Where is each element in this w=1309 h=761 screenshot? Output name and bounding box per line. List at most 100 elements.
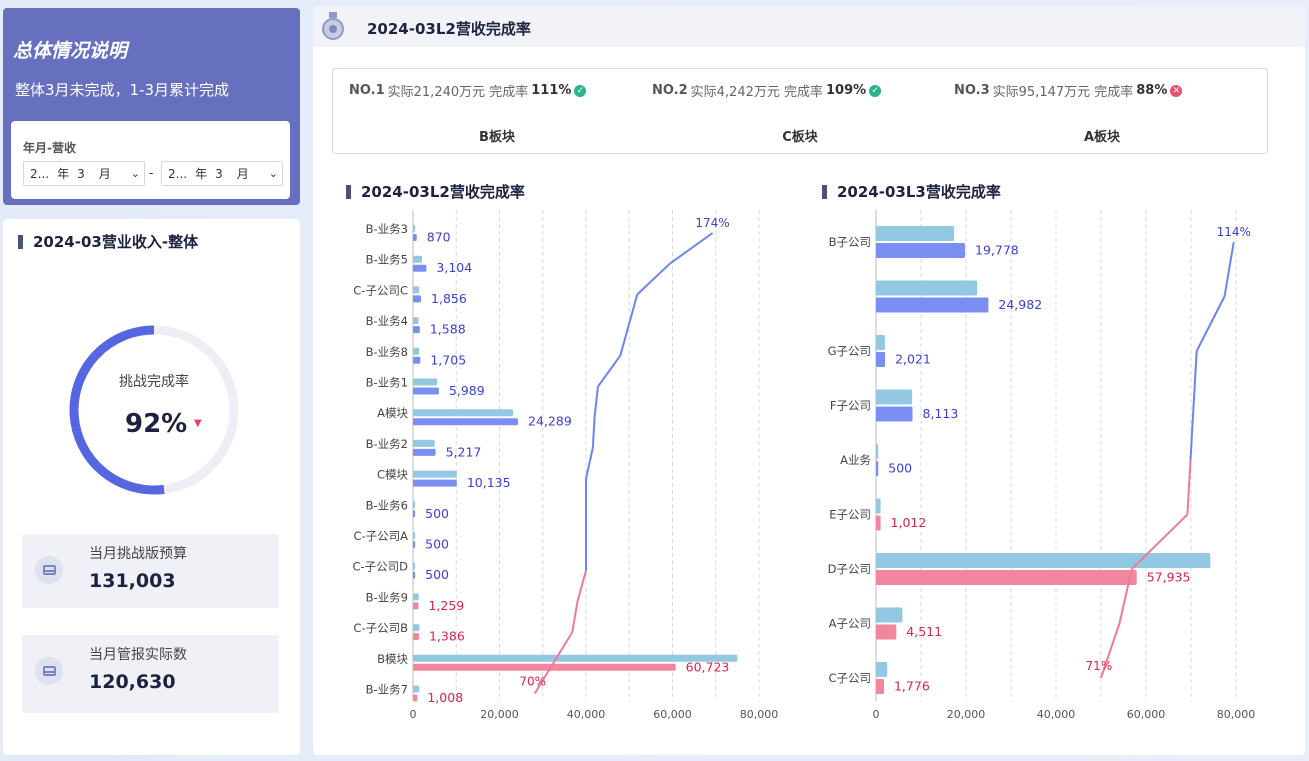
budget-bar bbox=[413, 532, 416, 539]
budget-bar bbox=[413, 286, 420, 294]
budget-bar bbox=[876, 662, 888, 677]
category-label: B-业务2 bbox=[366, 437, 408, 451]
completion-rate-line-segment bbox=[1131, 513, 1189, 570]
max-rate-label: 174% bbox=[695, 216, 729, 230]
chart-title: 2024-03L2营收完成率 bbox=[361, 183, 525, 201]
budget-bar bbox=[876, 498, 881, 514]
kpi-label: 当月管报实际数 bbox=[89, 647, 187, 663]
gauge-value: 92% bbox=[125, 409, 188, 439]
actual-value-label: 4,511 bbox=[906, 624, 942, 639]
actual-value-label: 24,982 bbox=[998, 297, 1042, 312]
completion-rate-line-segment bbox=[1192, 350, 1198, 406]
category-label: A模块 bbox=[377, 406, 408, 420]
budget-bar bbox=[413, 378, 438, 386]
category-label: B-业务5 bbox=[366, 253, 408, 267]
actual-value-label: 10,135 bbox=[467, 475, 511, 490]
rank-no: NO.1 bbox=[349, 83, 385, 98]
summary-panel: 总体情况说明 整体3月未完成，1-3月累计完成 年月-营收 2... 年 3 月… bbox=[3, 8, 300, 205]
actual-value-label: 57,935 bbox=[1147, 570, 1191, 585]
kpi-value: 131,003 bbox=[89, 570, 176, 592]
actual-value-label: 870 bbox=[427, 230, 451, 245]
completion-rate-line-segment bbox=[1195, 296, 1226, 352]
main-header: 2024-03L2营收完成率 bbox=[313, 6, 1305, 47]
category-label: A子公司 bbox=[829, 617, 871, 631]
check-circle-icon: ✓ bbox=[574, 84, 587, 97]
rank-item-1: NO.1 实际21,240万元 完成率 111% ✓ bbox=[349, 81, 587, 100]
actual-bar bbox=[413, 295, 422, 303]
gauge-fill bbox=[69, 325, 165, 495]
summary-title: 总体情况说明 bbox=[13, 40, 128, 62]
completion-rate-line-segment bbox=[627, 294, 639, 326]
budget-bar bbox=[413, 654, 738, 662]
actual-bar bbox=[876, 461, 879, 476]
title-marker bbox=[18, 234, 23, 249]
category-label: C子公司 bbox=[828, 671, 871, 685]
x-tick-label: 20,000 bbox=[947, 708, 986, 721]
budget-bar bbox=[413, 347, 420, 355]
trend-down-icon: ▼ bbox=[194, 418, 202, 429]
actual-bar bbox=[413, 633, 419, 641]
actual-value-label: 1,259 bbox=[428, 598, 464, 613]
budget-bar bbox=[413, 317, 419, 325]
x-tick-label: 40,000 bbox=[1037, 708, 1076, 721]
completion-rate-line-segment bbox=[1186, 459, 1192, 515]
category-label: G子公司 bbox=[828, 344, 871, 358]
actual-value-label: 1,588 bbox=[430, 322, 466, 337]
actual-value-label: 500 bbox=[425, 537, 449, 552]
start-month-select[interactable]: 2... 年 3 月 ⌄ bbox=[23, 161, 145, 186]
l2-completion-chart: 0 20,000 40,000 60,000 80,000 B-业务3 870 B-业务5 3,… bbox=[352, 210, 778, 721]
end-month-unit: 月 bbox=[236, 167, 249, 181]
actual-bar bbox=[413, 541, 416, 548]
l3-chart-title: 2024-03L3营收完成率 bbox=[822, 181, 1001, 202]
completion-rate-line-segment bbox=[1099, 623, 1121, 679]
start-year-unit: 年 bbox=[57, 167, 70, 181]
budget-bar bbox=[876, 607, 903, 623]
completion-rate-line-segment bbox=[1118, 568, 1133, 624]
actual-bar bbox=[413, 602, 419, 610]
filter-label: 年月-营收 bbox=[23, 141, 76, 155]
range-separator: - bbox=[149, 166, 154, 180]
chart-title: 2024-03L3营收完成率 bbox=[837, 183, 1001, 201]
actual-bar bbox=[413, 234, 417, 241]
title-marker bbox=[822, 184, 827, 199]
x-tick-label: 0 bbox=[873, 708, 880, 721]
ranking-box: NO.1 实际21,240万元 完成率 111% ✓ NO.2 实际4,242万元 完成… bbox=[332, 68, 1268, 154]
end-month-select[interactable]: 2... 年 3 月 ⌄ bbox=[161, 161, 283, 186]
actual-value-label: 5,217 bbox=[446, 444, 482, 459]
actual-value-label: 3,104 bbox=[436, 260, 472, 275]
budget-bar bbox=[413, 470, 457, 478]
completion-rate-line-segment bbox=[576, 570, 587, 602]
actual-bar bbox=[413, 326, 420, 334]
actual-value-label: 500 bbox=[425, 506, 449, 521]
actual-value-label: 5,989 bbox=[449, 383, 485, 398]
category-label: B-业务6 bbox=[366, 498, 408, 512]
section-title: 2024-03营业收入-整体 bbox=[18, 231, 198, 252]
actual-bar bbox=[876, 352, 886, 367]
completion-rate-line-segment bbox=[1223, 241, 1235, 297]
actual-value-label: 24,289 bbox=[528, 414, 572, 429]
actual-bar bbox=[413, 571, 416, 579]
category-label: A业务 bbox=[840, 453, 871, 467]
category-label: B-业务8 bbox=[366, 345, 408, 359]
rank-segment: B板块 bbox=[479, 130, 515, 145]
actual-bar bbox=[876, 406, 913, 422]
rank-rate: 88% bbox=[1136, 83, 1168, 98]
budget-bar bbox=[413, 409, 514, 417]
budget-bar bbox=[876, 444, 879, 459]
rank-segment: C板块 bbox=[782, 130, 818, 145]
kpi-actual: 当月管报实际数 120,630 bbox=[22, 635, 279, 713]
completion-rate-line-segment bbox=[597, 355, 622, 388]
category-label: C-子公司D bbox=[352, 560, 408, 574]
actual-bar bbox=[413, 448, 436, 456]
completion-rate-line-segment bbox=[593, 386, 599, 418]
category-label: F子公司 bbox=[830, 399, 871, 413]
completion-rate-line-segment bbox=[636, 262, 671, 296]
x-tick-label: 60,000 bbox=[1127, 708, 1166, 721]
main-panel: 2024-03L2营收完成率 NO.1 实际21,240万元 完成率 111% ✓ N… bbox=[313, 6, 1305, 755]
completion-rate-line-segment bbox=[533, 662, 555, 695]
end-year: 2... bbox=[168, 166, 188, 181]
budget-bar bbox=[876, 335, 885, 350]
budget-bar bbox=[413, 225, 416, 232]
actual-value-label: 1,705 bbox=[430, 352, 466, 367]
actual-bar bbox=[876, 515, 881, 531]
